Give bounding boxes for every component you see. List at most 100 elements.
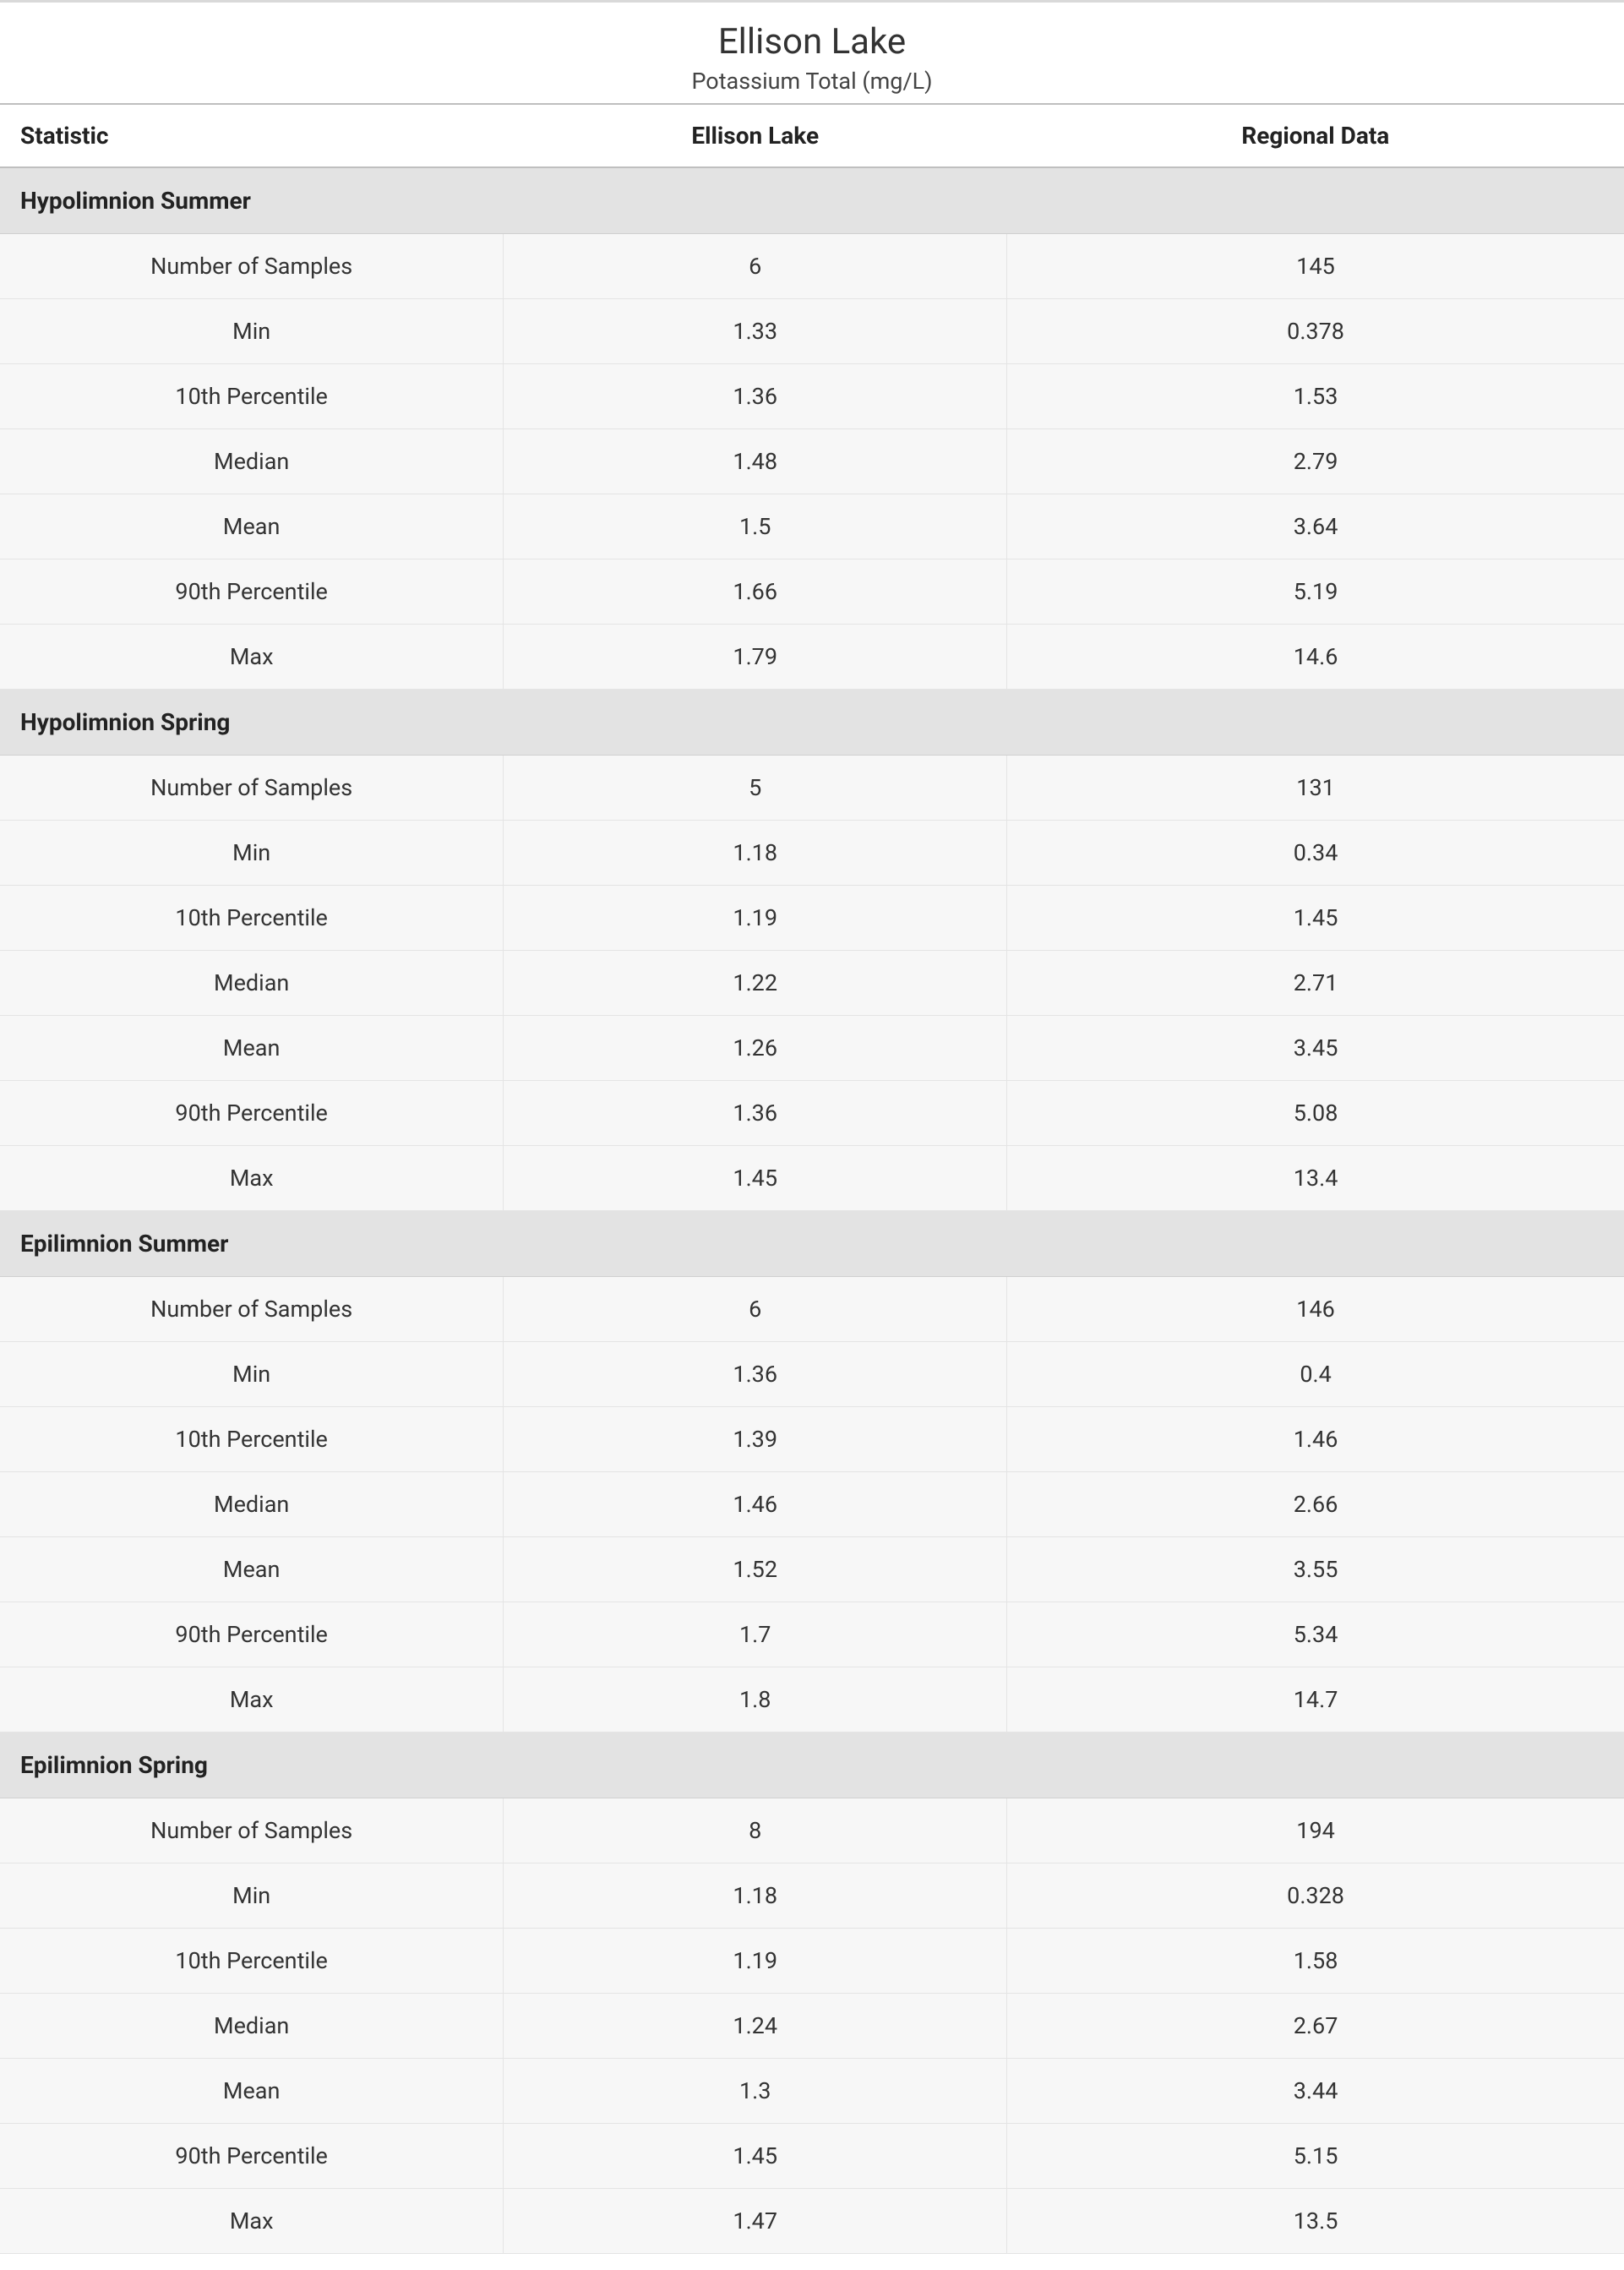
table-row: Number of Samples8194	[0, 1798, 1624, 1863]
column-header-row: Statistic Ellison Lake Regional Data	[0, 104, 1624, 167]
table-row: Mean1.33.44	[0, 2059, 1624, 2124]
site-value: 1.36	[504, 1342, 1007, 1407]
regional-value: 0.34	[1007, 821, 1624, 886]
col-site: Ellison Lake	[504, 104, 1007, 167]
stat-label: Mean	[0, 494, 504, 559]
table-row: 10th Percentile1.391.46	[0, 1407, 1624, 1472]
section-header: Hypolimnion Spring	[0, 690, 1624, 756]
regional-value: 1.58	[1007, 1929, 1624, 1994]
stat-label: Median	[0, 1994, 504, 2059]
section-header: Epilimnion Spring	[0, 1733, 1624, 1798]
site-value: 1.5	[504, 494, 1007, 559]
regional-value: 13.5	[1007, 2189, 1624, 2254]
col-regional: Regional Data	[1007, 104, 1624, 167]
stat-label: 10th Percentile	[0, 364, 504, 429]
stat-label: 90th Percentile	[0, 559, 504, 625]
site-value: 1.47	[504, 2189, 1007, 2254]
table-row: Max1.7914.6	[0, 625, 1624, 690]
regional-value: 13.4	[1007, 1146, 1624, 1211]
stat-label: 90th Percentile	[0, 2124, 504, 2189]
site-value: 5	[504, 756, 1007, 821]
site-value: 1.7	[504, 1602, 1007, 1667]
stat-label: Number of Samples	[0, 756, 504, 821]
section-header: Epilimnion Summer	[0, 1211, 1624, 1277]
stat-label: Min	[0, 299, 504, 364]
table-row: Median1.242.67	[0, 1994, 1624, 2059]
stat-label: Median	[0, 429, 504, 494]
table-row: Min1.360.4	[0, 1342, 1624, 1407]
site-value: 1.36	[504, 1081, 1007, 1146]
site-value: 1.19	[504, 1929, 1007, 1994]
site-value: 1.18	[504, 821, 1007, 886]
regional-value: 131	[1007, 756, 1624, 821]
site-value: 6	[504, 1277, 1007, 1342]
regional-value: 3.44	[1007, 2059, 1624, 2124]
stat-label: 10th Percentile	[0, 886, 504, 951]
stat-label: Mean	[0, 2059, 504, 2124]
table-row: Mean1.263.45	[0, 1016, 1624, 1081]
stat-label: Max	[0, 2189, 504, 2254]
section-name: Epilimnion Summer	[0, 1211, 1624, 1277]
site-value: 1.79	[504, 625, 1007, 690]
table-row: Number of Samples6146	[0, 1277, 1624, 1342]
site-value: 1.52	[504, 1537, 1007, 1602]
table-row: 10th Percentile1.361.53	[0, 364, 1624, 429]
regional-value: 14.6	[1007, 625, 1624, 690]
site-value: 1.8	[504, 1667, 1007, 1733]
table-row: 90th Percentile1.365.08	[0, 1081, 1624, 1146]
stat-label: 10th Percentile	[0, 1407, 504, 1472]
site-value: 1.45	[504, 2124, 1007, 2189]
stat-label: Median	[0, 951, 504, 1016]
table-row: 10th Percentile1.191.45	[0, 886, 1624, 951]
site-value: 1.39	[504, 1407, 1007, 1472]
regional-value: 0.328	[1007, 1863, 1624, 1929]
stat-label: 10th Percentile	[0, 1929, 504, 1994]
site-value: 1.46	[504, 1472, 1007, 1537]
section-name: Hypolimnion Summer	[0, 167, 1624, 234]
stat-label: Mean	[0, 1016, 504, 1081]
regional-value: 194	[1007, 1798, 1624, 1863]
regional-value: 2.67	[1007, 1994, 1624, 2059]
regional-value: 3.55	[1007, 1537, 1624, 1602]
regional-value: 2.71	[1007, 951, 1624, 1016]
regional-value: 0.378	[1007, 299, 1624, 364]
section-name: Hypolimnion Spring	[0, 690, 1624, 756]
regional-value: 2.66	[1007, 1472, 1624, 1537]
table-row: Mean1.53.64	[0, 494, 1624, 559]
regional-value: 5.08	[1007, 1081, 1624, 1146]
table-row: Number of Samples6145	[0, 234, 1624, 299]
table-row: Min1.180.328	[0, 1863, 1624, 1929]
stat-label: Min	[0, 821, 504, 886]
site-value: 1.48	[504, 429, 1007, 494]
title-block: Ellison Lake Potassium Total (mg/L)	[0, 3, 1624, 103]
table-row: Mean1.523.55	[0, 1537, 1624, 1602]
stat-label: Min	[0, 1342, 504, 1407]
table-row: Median1.482.79	[0, 429, 1624, 494]
stat-label: Mean	[0, 1537, 504, 1602]
stat-label: 90th Percentile	[0, 1602, 504, 1667]
page-subtitle: Potassium Total (mg/L)	[0, 68, 1624, 95]
stat-label: Min	[0, 1863, 504, 1929]
report-container: Ellison Lake Potassium Total (mg/L) Stat…	[0, 0, 1624, 2254]
regional-value: 3.64	[1007, 494, 1624, 559]
site-value: 1.18	[504, 1863, 1007, 1929]
regional-value: 146	[1007, 1277, 1624, 1342]
regional-value: 1.45	[1007, 886, 1624, 951]
table-row: Median1.222.71	[0, 951, 1624, 1016]
site-value: 8	[504, 1798, 1007, 1863]
regional-value: 5.19	[1007, 559, 1624, 625]
section-header: Hypolimnion Summer	[0, 167, 1624, 234]
site-value: 1.3	[504, 2059, 1007, 2124]
stat-label: Max	[0, 625, 504, 690]
table-row: Median1.462.66	[0, 1472, 1624, 1537]
stat-label: Max	[0, 1146, 504, 1211]
regional-value: 5.34	[1007, 1602, 1624, 1667]
stat-label: Number of Samples	[0, 1277, 504, 1342]
stat-label: Max	[0, 1667, 504, 1733]
regional-value: 1.46	[1007, 1407, 1624, 1472]
site-value: 1.45	[504, 1146, 1007, 1211]
site-value: 6	[504, 234, 1007, 299]
table-row: Max1.4513.4	[0, 1146, 1624, 1211]
regional-value: 0.4	[1007, 1342, 1624, 1407]
site-value: 1.33	[504, 299, 1007, 364]
